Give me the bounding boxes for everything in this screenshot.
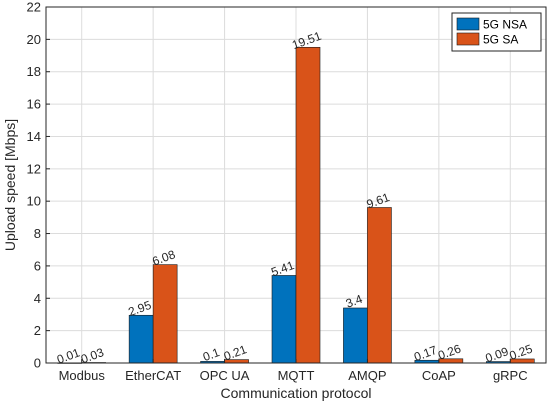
value-label-5g-nsa-amqp: 3.4: [344, 292, 365, 311]
y-tick-label: 22: [27, 0, 41, 15]
y-tick-label: 20: [27, 32, 41, 47]
legend-label-5g-nsa: 5G NSA: [483, 18, 527, 32]
x-tick-label-ethercat: EtherCAT: [125, 368, 181, 383]
y-tick-label: 0: [34, 356, 41, 371]
y-tick-label: 4: [34, 291, 41, 306]
y-tick-label: 14: [27, 129, 41, 144]
x-tick-label-modbus: Modbus: [59, 368, 106, 383]
y-axis-title: Upload speed [Mbps]: [2, 119, 18, 251]
bars: [57, 46, 535, 364]
legend-swatch-5g-nsa: [456, 17, 480, 31]
y-tick-label: 10: [27, 194, 41, 209]
bar-5g-sa-mqtt: [295, 46, 321, 364]
y-axis-ticks: 0 2 4 6 8 10 12 14 16 18 20 22: [27, 0, 50, 371]
y-tick-label: 18: [27, 64, 41, 79]
x-tick-label-amqp: AMQP: [348, 368, 386, 383]
x-tick-label-grpc: gRPC: [493, 368, 528, 383]
x-tick-label-coap: CoAP: [422, 368, 456, 383]
value-label-5g-nsa-opc-ua: 0.1: [201, 345, 222, 364]
bar-5g-sa-ethercat: [152, 264, 178, 364]
x-axis-title: Communication protocol: [221, 385, 372, 401]
legend-swatch-5g-sa: [456, 32, 480, 46]
bar-5g-nsa-amqp: [343, 307, 368, 364]
legend-label-5g-sa: 5G SA: [483, 33, 518, 47]
x-tick-label-opc-ua: OPC UA: [200, 368, 250, 383]
bar-5g-sa-amqp: [367, 207, 392, 364]
x-axis-ticks: Modbus EtherCAT OPC UA MQTT AMQP CoAP gRPC: [59, 359, 528, 383]
y-tick-label: 12: [27, 161, 41, 176]
x-tick-label-mqtt: MQTT: [278, 368, 315, 383]
bar-5g-nsa-ethercat: [128, 314, 154, 364]
y-tick-label: 2: [34, 323, 41, 338]
y-tick-label: 16: [27, 97, 41, 112]
bar-5g-nsa-mqtt: [271, 275, 297, 364]
y-tick-label: 8: [34, 226, 41, 241]
legend: 5G NSA 5G SA: [451, 12, 542, 52]
y-tick-label: 6: [34, 258, 41, 273]
